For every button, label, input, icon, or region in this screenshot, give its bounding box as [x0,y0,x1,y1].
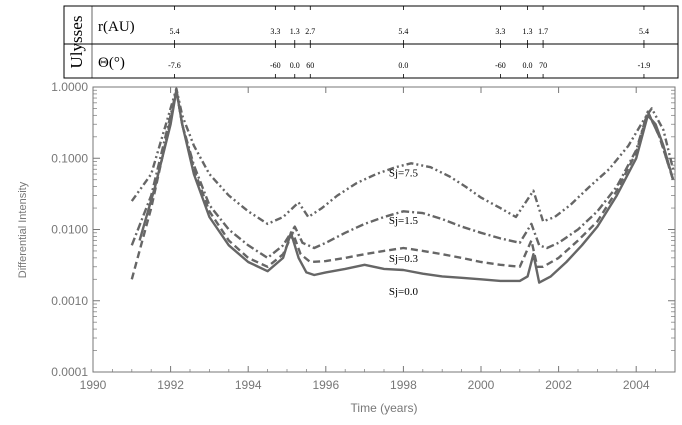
header-tick-label: 0.0 [290,61,300,70]
spacecraft-label: Ulysses [67,16,86,69]
header-tick-label: 2.7 [305,27,315,36]
x-tick-label-1996: 1996 [312,378,339,392]
header-row-label-theta: Θ(°) [98,55,125,71]
header-tick-label: 70 [539,61,547,70]
header-tick-label: 5.4 [398,27,408,36]
series-label-1: Sj=0.0 [389,286,419,298]
header-tick-label: 0.0 [398,61,408,70]
y-tick-label-0.0100: 0.0100 [51,223,88,237]
header-tick-label: 0.0 [523,61,533,70]
header-tick-label: -60 [495,61,506,70]
x-tick-label-2004: 2004 [623,378,650,392]
header-tick-label: 5.4 [639,27,649,36]
series-line-1 [138,89,675,284]
axes: 1990 1992 1994 1996 1998 2000 2002 2004 0.0001 0.… [51,80,676,392]
header-tick-label: 1.3 [290,27,300,36]
header-box [63,5,679,79]
y-tick-label-0.0010: 0.0010 [51,294,88,308]
series-line-2 [130,89,675,280]
header-tick-label: 3.3 [270,27,280,36]
header-tick-label: 5.4 [169,27,179,36]
header-tick-label: 60 [306,61,314,70]
x-tick-label-1994: 1994 [235,378,262,392]
x-tick-label-2002: 2002 [545,378,572,392]
header-tick-label: -7.6 [168,61,181,70]
series-line-3 [130,89,675,260]
header-ticks: 5.4 3.3 1.3 2.7 5.4 3.3 1.3 1.7 5.4 -7.6 -60 0.0 60 0… [168,6,650,78]
header-tick-label: -1.9 [638,61,651,70]
header-tick-label: -60 [270,61,281,70]
series-line-4 [130,87,675,226]
series-lines [130,87,675,284]
series-labels: Sj=0.0 Sj=0.3 Sj=1.5 Sj=7.5 [389,168,419,298]
x-axis-title: Time (years) [351,401,418,415]
y-tick-label-1.0000: 1.0000 [51,80,88,94]
series-label-3: Sj=1.5 [389,215,419,227]
x-tick-label-2000: 2000 [468,378,495,392]
series-label-4: Sj=7.5 [389,168,419,180]
x-tick-label-1998: 1998 [390,378,417,392]
x-tick-label-1990: 1990 [80,378,107,392]
header-panel: Ulysses r(AU) Θ(°) 5.4 3.3 1.3 2.7 5.4 3.3 1.3… [63,5,679,79]
y-axis-title: Differential Intensity [17,181,29,278]
series-label-2: Sj=0.3 [389,253,419,265]
plot-area: 1990 1992 1994 1996 1998 2000 2002 2004 0.0001 0.… [17,80,676,415]
plot-frame [92,86,676,373]
x-tick-label-1992: 1992 [157,378,184,392]
header-tick-label: 1.7 [538,27,548,36]
header-tick-label: 3.3 [495,27,505,36]
y-tick-label-0.1000: 0.1000 [51,151,88,165]
y-tick-label-0.0001: 0.0001 [51,365,88,379]
header-tick-label: 1.3 [523,27,533,36]
header-row-label-r: r(AU) [98,19,135,35]
